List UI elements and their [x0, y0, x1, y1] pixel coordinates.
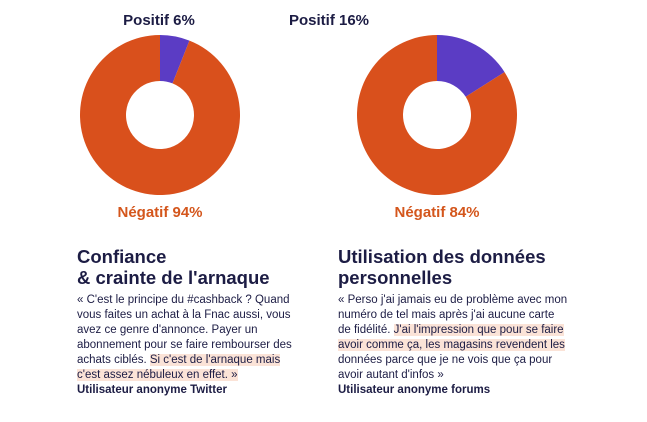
title-line-1: Confiance [77, 246, 167, 267]
quote-text: « C'est le principe du #cashback ? Quand… [77, 294, 292, 366]
panel-confiance: Positif 6% Négatif 94% Confiance & crain… [0, 0, 300, 422]
negative-label: Négatif 84% [394, 204, 480, 221]
title-line-2: & crainte de l'arnaque [77, 267, 270, 288]
panel-donnees: Positif 16% Négatif 84% Utilisation des … [289, 0, 632, 422]
slice-negatif [357, 35, 517, 195]
user-quote: « Perso j'ai jamais eu de problème avec … [338, 293, 568, 383]
slice-positif [437, 35, 505, 97]
quote-author: Utilisateur anonyme forums [338, 384, 491, 396]
title-line-2: personnelles [338, 267, 453, 288]
quote-tail: données parce que je ne vois que ça pour… [338, 354, 553, 381]
positive-label: Positif 16% [288, 12, 370, 29]
negative-label: Négatif 94% [117, 204, 203, 221]
quote-text: « Perso j'ai jamais eu de problème avec … [338, 294, 568, 336]
donut-chart-confiance [80, 35, 240, 195]
quote-author: Utilisateur anonyme Twitter [77, 384, 227, 396]
donut-chart-donnees [357, 35, 517, 195]
slice-positif [160, 35, 190, 84]
user-quote: « C'est le principe du #cashback ? Quand… [77, 293, 297, 383]
title-line-1: Utilisation des données [338, 246, 546, 267]
section-title: Confiance & crainte de l'arnaque [77, 246, 317, 288]
section-title: Utilisation des données personnelles [338, 246, 618, 288]
positive-label: Positif 6% [123, 12, 195, 29]
slice-negatif [80, 35, 240, 195]
